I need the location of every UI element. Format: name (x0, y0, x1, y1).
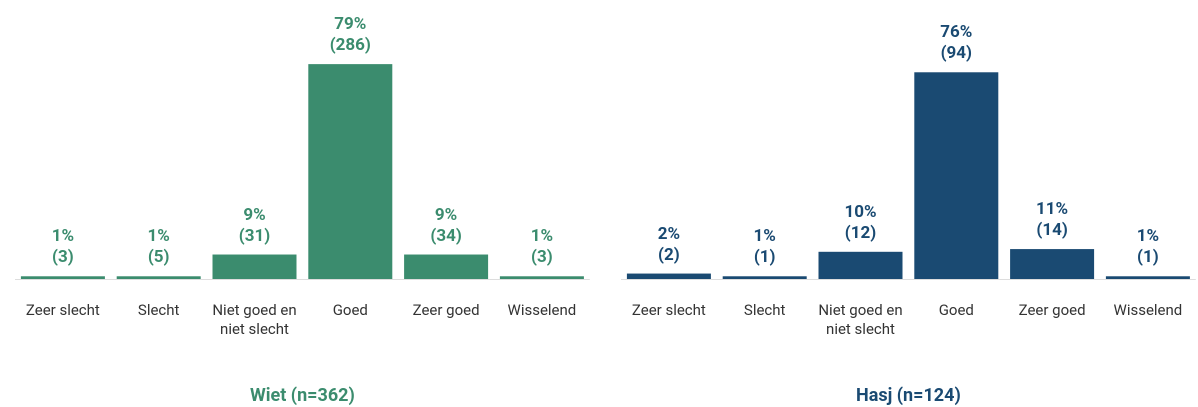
x-tick-label: Wisselend (507, 301, 577, 319)
bar (626, 273, 711, 279)
count-label: (3) (52, 247, 74, 268)
count-label: (286) (329, 35, 371, 56)
count-label: (5) (147, 247, 170, 268)
value-label: 1% (51, 226, 75, 247)
x-tick-label: Zeer slecht (631, 301, 706, 319)
bar (499, 276, 584, 279)
bar (914, 72, 999, 279)
value-label: 1% (147, 226, 170, 247)
count-label: (94) (940, 43, 972, 64)
chart-title: Wiet (n=362) (249, 385, 355, 406)
value-label: 10% (844, 201, 877, 222)
count-label: (31) (238, 225, 271, 246)
bar (404, 254, 489, 279)
count-label: (34) (430, 225, 462, 246)
value-label: 1% (753, 226, 776, 247)
value-label: 1% (530, 226, 554, 247)
bar (1010, 249, 1095, 279)
x-tick-label: Zeer goed (1018, 301, 1086, 319)
x-tick-label: Niet goed en niet slecht (212, 301, 297, 338)
x-tick-label: Goed (938, 301, 974, 319)
bar (116, 276, 201, 279)
count-label: (1) (753, 247, 776, 268)
bar (20, 276, 105, 279)
x-tick-label: Slecht (743, 301, 786, 319)
x-tick-label: Niet goed en niet slecht (818, 301, 903, 338)
value-label: 1% (1136, 226, 1160, 247)
bar (1105, 276, 1190, 279)
chart-title: Hasj (n=124) (856, 385, 961, 406)
bar (212, 254, 297, 279)
bar (818, 251, 903, 279)
x-tick-label: Wisselend (1113, 301, 1183, 319)
value-label: 9% (434, 204, 458, 225)
count-label: (1) (1137, 247, 1159, 268)
value-label: 76% (940, 22, 973, 43)
x-tick-label: Slecht (137, 301, 180, 319)
count-label: (14) (1036, 220, 1068, 241)
x-tick-label: Zeer slecht (25, 301, 100, 319)
value-label: 11% (1036, 199, 1069, 220)
value-label: 9% (243, 204, 266, 225)
value-label: 79% (334, 14, 367, 35)
count-label: (2) (658, 244, 680, 265)
count-label: (3) (531, 247, 553, 268)
bar (308, 64, 393, 280)
x-tick-label: Goed (332, 301, 368, 319)
x-tick-label: Zeer goed (412, 301, 480, 319)
value-label: 2% (657, 223, 681, 244)
bar (722, 276, 807, 279)
count-label: (12) (844, 222, 877, 243)
